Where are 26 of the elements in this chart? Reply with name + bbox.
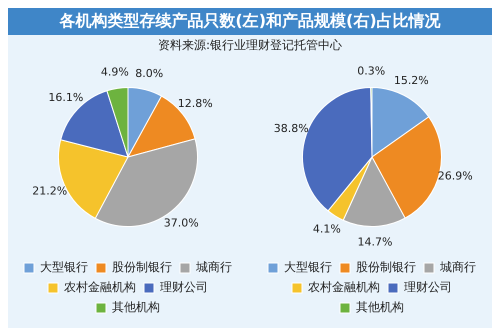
data-label: 4.9% bbox=[100, 65, 129, 78]
data-label: 38.8% bbox=[274, 122, 309, 135]
chart-title: 各机构类型存续产品只数(左)和产品规模(右)占比情况 bbox=[8, 8, 492, 35]
legend-label: 大型银行 bbox=[40, 260, 88, 274]
data-label: 0.3% bbox=[357, 64, 386, 78]
legend-label: 理财公司 bbox=[160, 280, 208, 294]
data-label: 26.9% bbox=[438, 169, 473, 182]
legend-label: 城商行 bbox=[195, 260, 232, 274]
data-label: 12.8% bbox=[178, 97, 213, 110]
legend-label: 理财公司 bbox=[404, 280, 452, 294]
data-label: 14.7% bbox=[357, 235, 392, 248]
legend-label: 农村金融机构 bbox=[64, 280, 136, 294]
data-label: 37.0% bbox=[164, 216, 199, 230]
legend-label: 其他机构 bbox=[356, 300, 404, 314]
data-label: 16.1% bbox=[48, 91, 84, 104]
legend-label: 城商行 bbox=[439, 260, 476, 274]
data-label: 8.0% bbox=[135, 67, 164, 80]
legend-label: 农村金融机构 bbox=[308, 280, 380, 294]
chart-subtitle: 资料来源:银行业理财登记托管中心 bbox=[156, 37, 344, 54]
legend-label: 股份制银行 bbox=[356, 260, 416, 274]
data-label: 15.2% bbox=[394, 74, 429, 87]
data-label: 4.1% bbox=[312, 222, 341, 236]
data-label: 21.2% bbox=[32, 184, 68, 198]
legend-label: 大型银行 bbox=[284, 260, 332, 274]
legend-label: 股份制银行 bbox=[112, 260, 172, 274]
legend-label: 其他机构 bbox=[112, 300, 160, 314]
